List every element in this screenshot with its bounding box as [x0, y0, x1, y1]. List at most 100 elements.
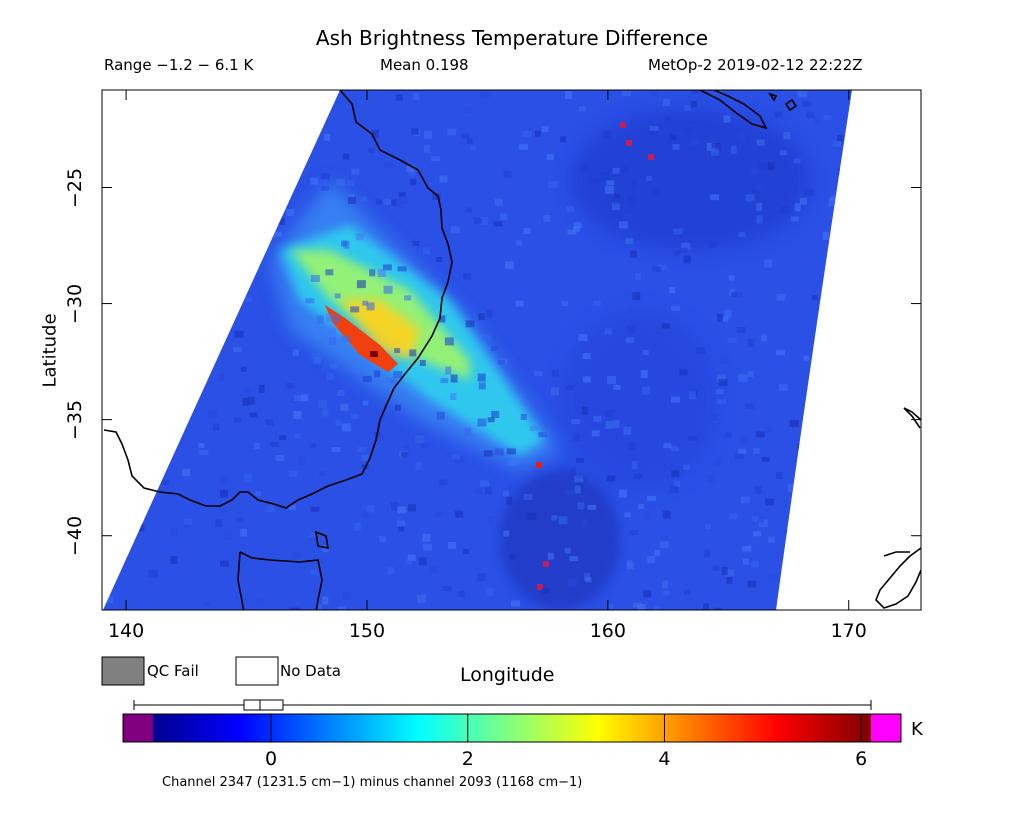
- noise-pixel: [327, 372, 334, 380]
- noise-pixel: [130, 314, 138, 320]
- x-tick-label: 140: [107, 620, 145, 642]
- noise-pixel: [620, 422, 630, 428]
- noise-pixel: [310, 177, 319, 185]
- noise-pixel: [722, 316, 729, 322]
- x-tick-label: 160: [589, 620, 626, 642]
- noise-pixel: [119, 554, 128, 560]
- noise-pixel: [132, 189, 140, 194]
- noise-pixel: [191, 341, 201, 347]
- noise-pixel: [712, 565, 720, 571]
- noise-pixel: [478, 313, 485, 321]
- noise-pixel: [502, 490, 509, 497]
- noise-pixel: [450, 226, 460, 234]
- noise-pixel: [146, 209, 156, 217]
- noise-pixel: [561, 301, 569, 307]
- noise-pixel: [716, 313, 723, 322]
- noise-pixel: [811, 295, 818, 301]
- colorbar-tick-label: 0: [264, 748, 278, 770]
- noise-pixel: [613, 420, 620, 429]
- noise-pixel: [619, 489, 627, 498]
- noise-pixel: [167, 118, 176, 124]
- noise-pixel: [725, 569, 735, 577]
- noise-pixel: [643, 511, 651, 520]
- noise-pixel: [739, 437, 748, 444]
- noise-pixel: [508, 460, 517, 467]
- noise-pixel: [170, 528, 178, 537]
- noise-pixel: [660, 590, 670, 596]
- noise-pixel: [715, 389, 724, 395]
- noise-pixel: [820, 447, 828, 455]
- noise-pixel: [236, 203, 243, 210]
- noise-pixel: [464, 427, 472, 436]
- noise-pixel: [436, 411, 445, 420]
- y-tick-label: −25: [64, 167, 86, 208]
- noise-pixel: [487, 417, 495, 423]
- noise-pixel: [394, 201, 404, 208]
- noise-pixel: [522, 130, 532, 137]
- noise-pixel: [674, 480, 681, 487]
- noise-pixel: [366, 302, 375, 311]
- noise-pixel: [234, 330, 244, 338]
- noise-pixel: [546, 153, 554, 160]
- noise-pixel: [208, 303, 217, 312]
- noise-pixel: [368, 147, 375, 153]
- noise-pixel: [444, 337, 454, 346]
- noise-pixel: [624, 512, 631, 518]
- noise-pixel: [122, 224, 129, 231]
- noise-pixel: [430, 566, 438, 574]
- noise-pixel: [466, 138, 473, 145]
- noise-pixel: [279, 434, 287, 440]
- noise-pixel: [356, 280, 366, 289]
- noise-pixel: [255, 491, 262, 497]
- noise-pixel: [696, 347, 706, 354]
- noise-pixel: [664, 115, 671, 122]
- noise-pixel: [220, 476, 227, 484]
- noise-pixel: [533, 469, 542, 478]
- noise-pixel: [565, 91, 572, 99]
- noise-pixel: [622, 213, 632, 219]
- noise-pixel: [394, 404, 401, 411]
- noise-pixel: [469, 145, 476, 151]
- noise-pixel: [551, 369, 559, 377]
- noise-pixel: [832, 140, 842, 147]
- noise-pixel: [756, 139, 765, 146]
- noise-pixel: [103, 91, 111, 97]
- noise-pixel: [648, 127, 655, 136]
- colorbar-ticks: [270, 714, 862, 742]
- noise-pixel: [314, 331, 323, 340]
- noise-pixel: [790, 216, 799, 222]
- noise-pixel: [234, 417, 242, 423]
- hot-pixel: [620, 122, 626, 128]
- noise-pixel: [794, 203, 801, 212]
- noise-layer: [103, 90, 852, 610]
- noise-pixel: [612, 167, 620, 174]
- noise-pixel: [736, 327, 746, 333]
- noise-pixel: [684, 589, 690, 595]
- noise-pixel: [274, 180, 282, 188]
- noise-pixel: [229, 218, 238, 224]
- coastlines: [103, 90, 921, 610]
- noise-pixel: [839, 331, 847, 340]
- noise-pixel: [581, 519, 588, 527]
- noise-pixel: [523, 493, 533, 500]
- noise-pixel: [751, 515, 759, 522]
- noise-pixel: [846, 579, 852, 586]
- noise-pixel: [504, 534, 513, 540]
- noise-pixel: [171, 609, 181, 610]
- noise-pixel: [823, 115, 832, 121]
- noise-pixel: [566, 206, 575, 213]
- noise-pixel: [462, 273, 471, 280]
- noise-pixel: [322, 545, 330, 553]
- noise-pixel: [534, 130, 541, 137]
- noise-pixel: [316, 604, 323, 610]
- noise-pixel: [659, 540, 669, 548]
- noise-pixel: [327, 328, 336, 335]
- noise-pixel: [829, 563, 839, 571]
- noise-pixel: [382, 264, 392, 271]
- noise-pixel: [593, 415, 602, 422]
- noise-pixel: [626, 563, 634, 570]
- noise-pixel: [398, 192, 406, 198]
- noise-pixel: [607, 603, 614, 609]
- x-tick-label: 170: [830, 620, 867, 642]
- noise-pixel: [803, 355, 810, 361]
